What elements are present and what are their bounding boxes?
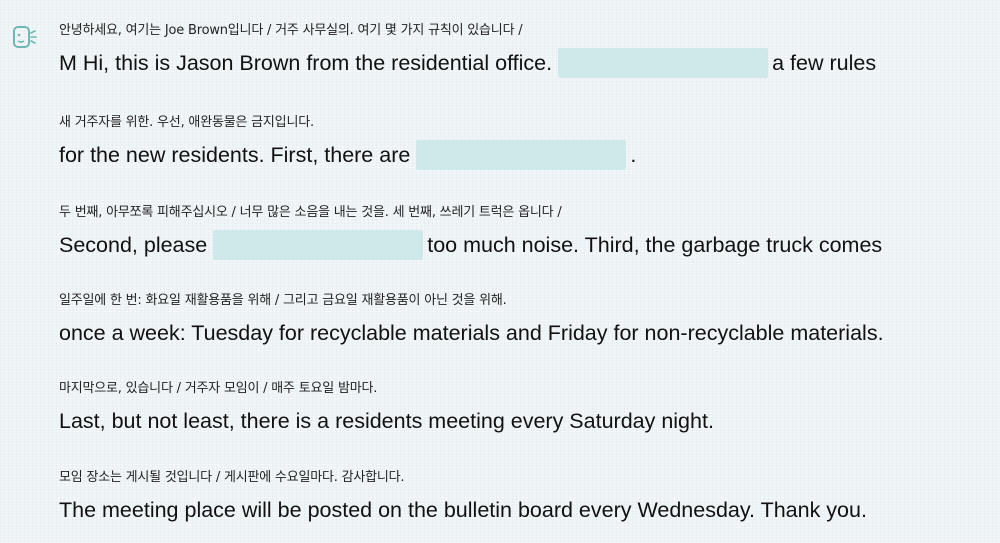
english-text-after: . xyxy=(630,143,637,167)
dialogue-block-5: 마지막으로, 있습니다 / 거주자 모임이 / 매주 토요일 밤마다. Last… xyxy=(59,380,989,436)
korean-translation: 일주일에 한 번: 화요일 재활용품을 위해 / 그리고 금요일 재활용품이 아… xyxy=(59,293,507,308)
english-text-after: too much noise. Third, the garbage truck… xyxy=(427,233,883,257)
english-sentence: M Hi, this is Jason Brown from the resid… xyxy=(59,48,989,78)
answer-blank[interactable] xyxy=(213,230,424,260)
english-sentence: Second, please too much noise. Third, the… xyxy=(59,230,989,260)
english-sentence: for the new residents. First, there are. xyxy=(59,140,989,170)
english-text-after: a few rules xyxy=(772,51,877,75)
dialogue-block-2: 새 거주자를 위한. 우선, 애완동물은 금지입니다. for the new … xyxy=(59,114,989,170)
dialogue-block-6: 모임 장소는 게시될 것입니다 / 게시판에 수요일마다. 감사합니다. The… xyxy=(59,469,989,525)
dialogue-block-3: 두 번째, 아무쪼록 피해주십시오 / 너무 많은 소음을 내는 것을. 세 번… xyxy=(59,204,989,260)
speaker-person-icon xyxy=(13,26,37,48)
answer-blank[interactable] xyxy=(416,140,627,170)
korean-translation: 두 번째, 아무쪼록 피해주십시오 / 너무 많은 소음을 내는 것을. 세 번… xyxy=(59,205,562,220)
english-text-before: Second, please xyxy=(59,233,208,257)
dialogue-block-4: 일주일에 한 번: 화요일 재활용품을 위해 / 그리고 금요일 재활용품이 아… xyxy=(59,292,989,348)
english-sentence: Last, but not least, there is a resident… xyxy=(59,409,714,433)
korean-translation: 마지막으로, 있습니다 / 거주자 모임이 / 매주 토요일 밤마다. xyxy=(59,381,378,396)
korean-translation: 안녕하세요, 여기는 Joe Brown입니다 / 거주 사무실의. 여기 몇 … xyxy=(59,23,523,38)
english-text-before: M Hi, this is Jason Brown from the resid… xyxy=(59,51,553,75)
answer-blank[interactable] xyxy=(558,48,769,78)
english-sentence: once a week: Tuesday for recyclable mate… xyxy=(59,321,884,345)
korean-translation: 모임 장소는 게시될 것입니다 / 게시판에 수요일마다. 감사합니다. xyxy=(59,470,405,485)
english-sentence: The meeting place will be posted on the … xyxy=(59,498,867,522)
english-text-before: for the new residents. First, there are xyxy=(59,143,411,167)
korean-translation: 새 거주자를 위한. 우선, 애완동물은 금지입니다. xyxy=(59,115,314,130)
dialogue-block-1: 안녕하세요, 여기는 Joe Brown입니다 / 거주 사무실의. 여기 몇 … xyxy=(59,22,989,78)
